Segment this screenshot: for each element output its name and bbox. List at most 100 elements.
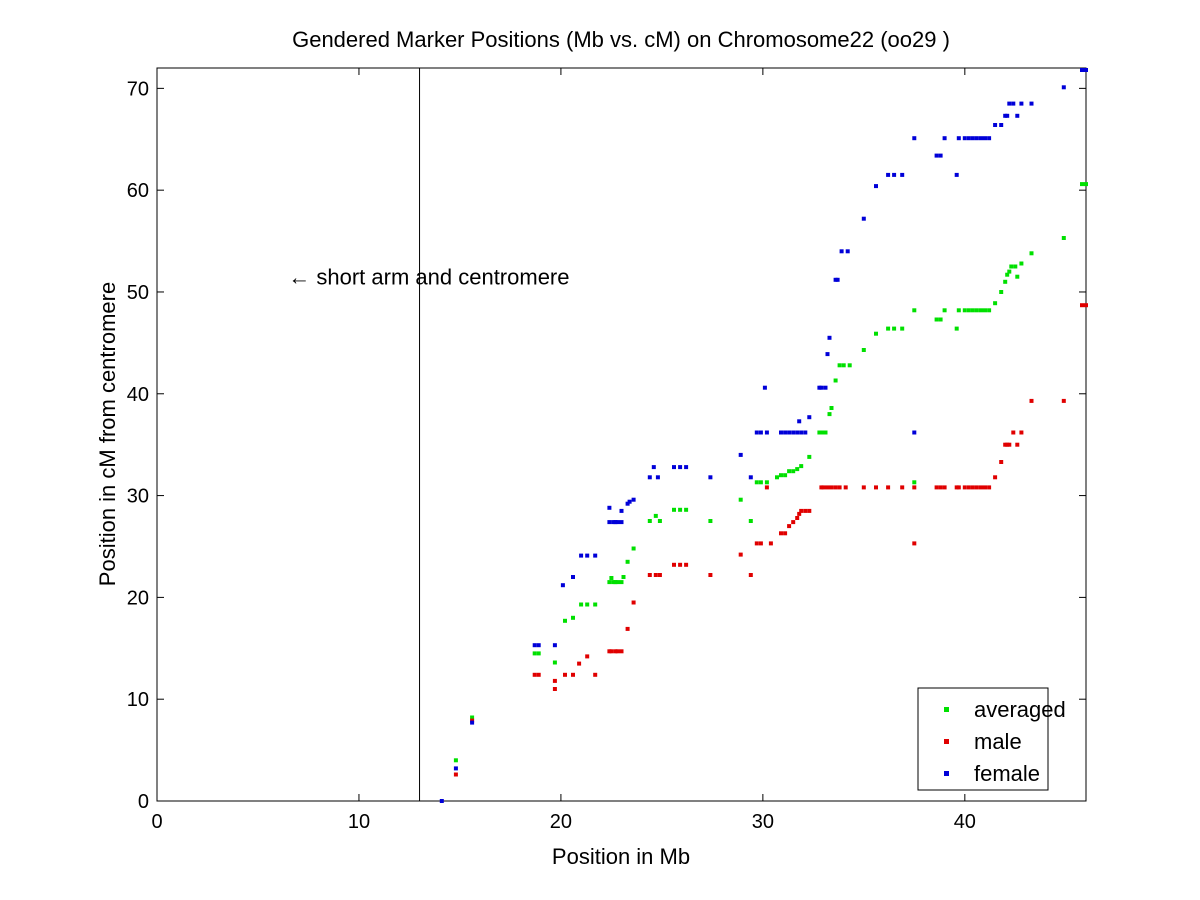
point-averaged xyxy=(847,363,852,368)
point-female xyxy=(987,136,992,141)
point-male xyxy=(609,649,614,654)
point-male xyxy=(821,485,826,490)
point-female xyxy=(874,184,878,189)
point-averaged xyxy=(892,326,897,331)
point-female xyxy=(552,643,557,648)
point-female xyxy=(684,465,689,470)
point-female xyxy=(819,385,824,390)
point-male xyxy=(797,511,802,516)
short-arm-annotation: ← short arm and centromere xyxy=(288,265,569,290)
point-averaged xyxy=(552,660,557,665)
point-averaged xyxy=(470,715,475,720)
point-male xyxy=(678,562,683,567)
point-averaged xyxy=(708,519,713,523)
point-female xyxy=(861,216,866,221)
y-tick-label: 0 xyxy=(138,791,149,813)
point-averaged xyxy=(607,580,612,585)
point-male xyxy=(758,541,763,546)
point-male xyxy=(1080,303,1084,308)
point-male xyxy=(748,573,753,577)
point-female xyxy=(999,123,1004,127)
legend-label-male: male xyxy=(974,729,1022,754)
point-male xyxy=(1084,303,1088,308)
point-averaged xyxy=(672,507,676,512)
point-averaged xyxy=(962,308,967,313)
point-female xyxy=(1061,85,1066,90)
point-female xyxy=(791,430,796,435)
point-averaged xyxy=(1019,261,1024,266)
point-female xyxy=(942,136,947,141)
point-female xyxy=(453,766,458,771)
point-male xyxy=(619,649,624,654)
point-male xyxy=(625,626,630,631)
point-female xyxy=(970,136,975,141)
point-female xyxy=(787,430,792,435)
x-axis-ticks: 0 10 20 30 40 xyxy=(151,68,976,833)
point-averaged xyxy=(979,308,983,313)
point-averaged xyxy=(738,497,743,502)
point-averaged xyxy=(571,615,575,620)
point-averaged xyxy=(827,412,832,417)
point-averaged xyxy=(1084,182,1088,187)
point-female xyxy=(762,385,767,390)
point-male xyxy=(754,541,759,546)
point-averaged xyxy=(833,378,838,383)
point-female xyxy=(758,430,763,435)
point-female xyxy=(678,465,683,470)
point-averaged xyxy=(807,454,812,459)
point-male xyxy=(532,672,537,677)
point-male xyxy=(843,485,848,490)
point-female xyxy=(571,575,575,579)
point-male xyxy=(1029,398,1034,403)
point-averaged xyxy=(970,308,975,313)
point-female xyxy=(532,643,537,648)
x-tick-label: 10 xyxy=(348,811,370,833)
point-averaged xyxy=(779,473,783,478)
point-female xyxy=(708,475,713,480)
point-male xyxy=(807,508,812,513)
point-male xyxy=(833,485,838,490)
point-averaged xyxy=(1003,279,1008,284)
point-female xyxy=(845,249,850,254)
point-averaged xyxy=(938,317,943,322)
point-averaged xyxy=(934,317,939,322)
point-female xyxy=(470,720,475,725)
point-female xyxy=(783,430,788,435)
point-female xyxy=(892,172,897,177)
point-averaged xyxy=(900,326,905,331)
point-female xyxy=(1084,68,1088,72)
point-male xyxy=(585,654,590,659)
point-averaged xyxy=(1005,272,1010,277)
point-male xyxy=(536,672,541,677)
point-female xyxy=(738,452,743,457)
point-female xyxy=(1080,68,1084,72)
point-male xyxy=(764,485,769,490)
legend-label-female: female xyxy=(974,761,1040,786)
point-female xyxy=(825,352,830,357)
x-axis-label: Position in Mb xyxy=(552,844,690,869)
point-male xyxy=(653,573,658,577)
point-averaged xyxy=(841,363,846,368)
point-male xyxy=(779,531,783,536)
legend-marker-male xyxy=(944,739,949,744)
point-averaged xyxy=(684,507,689,512)
point-averaged xyxy=(829,406,834,410)
point-male xyxy=(825,485,830,490)
point-male xyxy=(672,562,676,567)
point-male xyxy=(552,687,557,691)
x-tick-label: 0 xyxy=(151,811,162,833)
point-male xyxy=(912,485,917,490)
point-female xyxy=(764,430,769,435)
point-male xyxy=(613,649,618,654)
point-female xyxy=(631,497,636,502)
point-female xyxy=(607,520,612,525)
legend-marker-female xyxy=(944,771,949,776)
point-averaged xyxy=(954,326,959,331)
point-male xyxy=(954,485,959,490)
point-male xyxy=(829,485,834,490)
point-averaged xyxy=(987,308,992,313)
point-averaged xyxy=(453,758,458,763)
point-averaged xyxy=(983,308,987,313)
point-averaged xyxy=(861,348,866,352)
